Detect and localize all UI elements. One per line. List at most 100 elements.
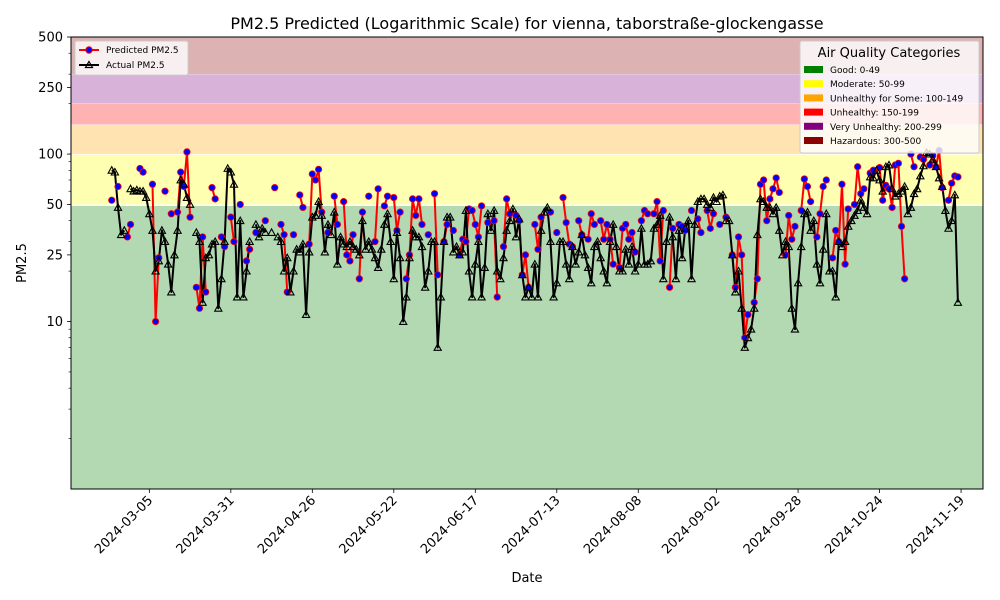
series-1-point-81 [376,244,386,253]
series-0-point-124 [669,224,677,232]
series-1-point-18 [166,287,176,296]
aqi-legend-swatch-4 [804,122,823,130]
series-1-point-43 [251,219,261,228]
series-1-point-55 [295,247,305,256]
series-1-point-118 [492,266,502,275]
series-0-point-147 [766,195,774,203]
series-1-point-186 [705,202,715,211]
series-1-point-173 [665,212,675,221]
series-1-point-195 [734,266,744,275]
series-1-point-31 [210,236,220,246]
series-1-point-214 [793,278,803,287]
series-0-point-5 [139,168,147,176]
series-0-point-153 [788,235,796,243]
series-1-point-139 [558,236,568,246]
series-1-point-248 [900,181,910,190]
series-1-point-156 [611,241,621,251]
series-0-point-121 [656,257,664,265]
series-1-point-44 [254,232,264,241]
series-1-point-234 [856,195,866,204]
series-1-point-87 [395,253,405,262]
series-1-point-20 [173,225,183,234]
aqi-legend-label-2: Unhealthy for Some: 100-149 [830,94,963,104]
series-0-point-71 [449,226,457,235]
series-1-point-236 [862,209,872,218]
x-tick-label-8: 2024-09-28 [741,493,805,557]
series-1-point-207 [771,202,781,211]
series-1-point-49 [276,236,286,246]
series-1-point-107 [458,247,468,256]
series-1-point-3 [116,229,126,239]
series-1-point-162 [630,266,640,275]
series-1-point-155 [608,219,618,228]
series-0-point-1 [114,182,122,191]
series-0-point-102 [584,235,592,243]
series-1-point-123 [508,204,518,213]
series-0-point-12 [177,168,185,176]
series-1-point-164 [636,223,646,232]
series-1-point-116 [486,225,496,234]
series-1-line-segment-1 [129,179,192,293]
aqi-band-1 [71,154,983,205]
series-1-point-193 [727,250,737,259]
x-axis-label: Date [511,571,542,586]
series-1-point-227 [834,236,844,246]
series-0-point-27 [242,257,251,265]
series-1-point-184 [699,194,709,203]
series-0-point-3 [126,220,135,229]
series-1-point-262 [943,223,954,232]
series-0-point-22 [217,233,226,241]
series-1-point-174 [668,232,678,241]
series-1-point-98 [430,236,440,246]
series-1-point-2 [113,202,123,211]
series-1-point-119 [495,274,505,283]
series-1-point-161 [627,241,637,251]
series-0-point-150 [775,188,783,197]
series-1-point-114 [480,262,490,271]
series-0-point-185 [910,163,918,171]
series-0-point-118 [644,210,652,218]
series-1-point-247 [896,186,907,195]
x-tick-label-5: 2024-07-13 [500,493,564,557]
series-0-point-19 [202,288,210,296]
legend-predicted-marker [85,46,93,54]
series-1-point-75 [357,215,367,225]
series-1-point-10 [141,192,151,201]
series-1-point-163 [633,259,643,268]
series-0-point-89 [521,251,530,259]
series-0-point-181 [894,159,902,167]
series-1-point-48 [273,232,283,241]
y-tick-label-5: 500 [38,31,63,46]
series-0-point-70 [443,220,451,229]
series-1-point-137 [552,278,562,287]
series-0-point-64 [415,195,423,203]
series-1-point-46 [260,227,270,236]
series-1-point-250 [906,202,916,211]
series-0-point-97 [562,218,570,227]
series-0-point-67 [430,190,439,198]
series-1-point-153 [602,278,612,287]
series-0-point-39 [308,170,316,178]
series-1-point-206 [768,209,778,218]
series-1-line-segment-2 [195,167,251,310]
series-0-point-112 [622,220,630,229]
series-1-point-91 [408,225,418,234]
series-1-point-126 [517,270,527,279]
series-1-point-12 [147,225,158,234]
series-1-point-229 [840,236,850,246]
series-1-point-244 [887,184,897,193]
series-0-point-53 [371,238,379,246]
x-axis: 2024-03-05 2024-03-31 2024-04-26 2024-05-22… [92,489,968,557]
series-0-point-83 [499,243,508,251]
series-0-point-9 [161,187,169,195]
series-0-point-0 [108,196,116,204]
series-1-point-176 [674,225,684,234]
series-1-point-203 [759,196,769,206]
series-1-point-127 [520,292,530,301]
series-1-point-223 [821,209,831,218]
series-0-point-132 [706,224,714,232]
series-1-point-256 [925,149,935,158]
series-0-point-148 [769,185,777,193]
series-1-point-11 [144,209,154,218]
series-0-point-24 [227,213,235,221]
